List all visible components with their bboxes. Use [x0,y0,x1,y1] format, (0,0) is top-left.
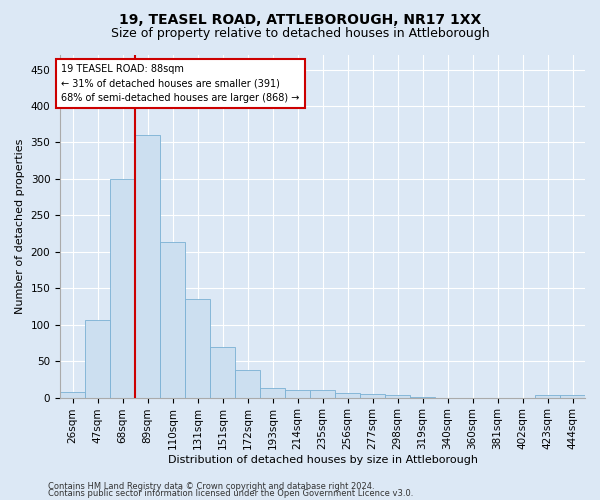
Bar [60,392,85,398]
Bar [385,396,410,398]
Bar [210,346,235,398]
Bar [185,299,210,398]
Bar [85,320,110,398]
Text: Contains public sector information licensed under the Open Government Licence v3: Contains public sector information licen… [48,489,413,498]
Text: Contains HM Land Registry data © Crown copyright and database right 2024.: Contains HM Land Registry data © Crown c… [48,482,374,491]
Bar [310,390,335,398]
Bar [535,394,560,398]
Bar [235,370,260,398]
Bar [260,388,285,398]
Text: 19, TEASEL ROAD, ATTLEBOROUGH, NR17 1XX: 19, TEASEL ROAD, ATTLEBOROUGH, NR17 1XX [119,12,481,26]
Y-axis label: Number of detached properties: Number of detached properties [15,138,25,314]
Bar [135,135,160,398]
Text: Size of property relative to detached houses in Attleborough: Size of property relative to detached ho… [110,28,490,40]
Bar [410,397,435,398]
Bar [110,179,135,398]
X-axis label: Distribution of detached houses by size in Attleborough: Distribution of detached houses by size … [167,455,478,465]
Bar [360,394,385,398]
Bar [160,242,185,398]
Bar [560,396,585,398]
Bar [335,393,360,398]
Bar [285,390,310,398]
Text: 19 TEASEL ROAD: 88sqm
← 31% of detached houses are smaller (391)
68% of semi-det: 19 TEASEL ROAD: 88sqm ← 31% of detached … [61,64,299,104]
